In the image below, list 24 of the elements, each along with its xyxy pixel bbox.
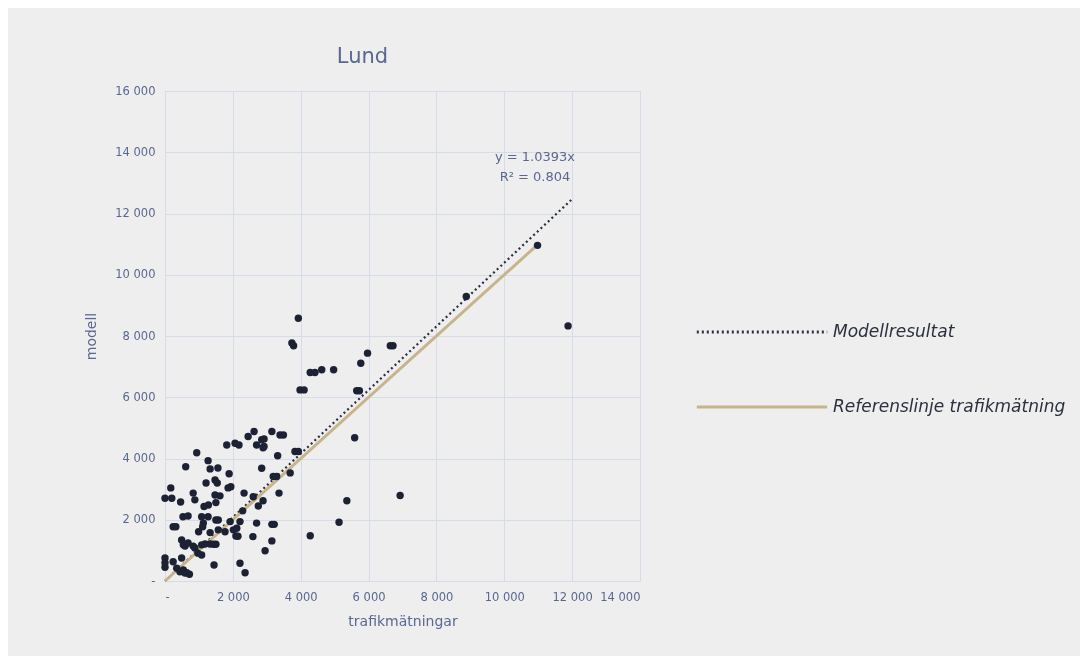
x-tick-label: 10 000 [484, 589, 525, 604]
x-tick-label: 14 000 [600, 589, 641, 604]
y-tick-label: 4 000 [122, 451, 156, 465]
text: Modellresultat [833, 321, 956, 341]
annotation: y = 1.0393x [494, 149, 576, 164]
annotation: R² = 0.804 [499, 169, 571, 184]
y-tick-label: 14 000 [115, 144, 156, 159]
y-axis-title: modell [83, 312, 100, 361]
x-tick-label: 6 000 [352, 589, 386, 604]
y-tick-label: 10 000 [115, 267, 156, 282]
x-tick-label: 12 000 [552, 589, 593, 604]
y-tick-label: 2 000 [122, 512, 156, 527]
x-tick-label: 8 000 [420, 589, 454, 604]
x-tick-label: 2 000 [216, 589, 250, 604]
y-tick-label: 16 000 [115, 83, 156, 98]
y-tick-label: 12 000 [115, 206, 156, 220]
x-tick-label: 4 000 [284, 589, 318, 604]
chart-title: Lund [336, 44, 389, 68]
y-tick-label: - [151, 573, 156, 588]
x-axis-title: trafikmätningar [348, 613, 458, 629]
text: Referenslinje trafikmätning [833, 396, 1066, 416]
y-tick-label: 6 000 [122, 389, 156, 404]
x-tick-label: - [165, 589, 170, 604]
y-tick-label: 8 000 [122, 328, 156, 343]
